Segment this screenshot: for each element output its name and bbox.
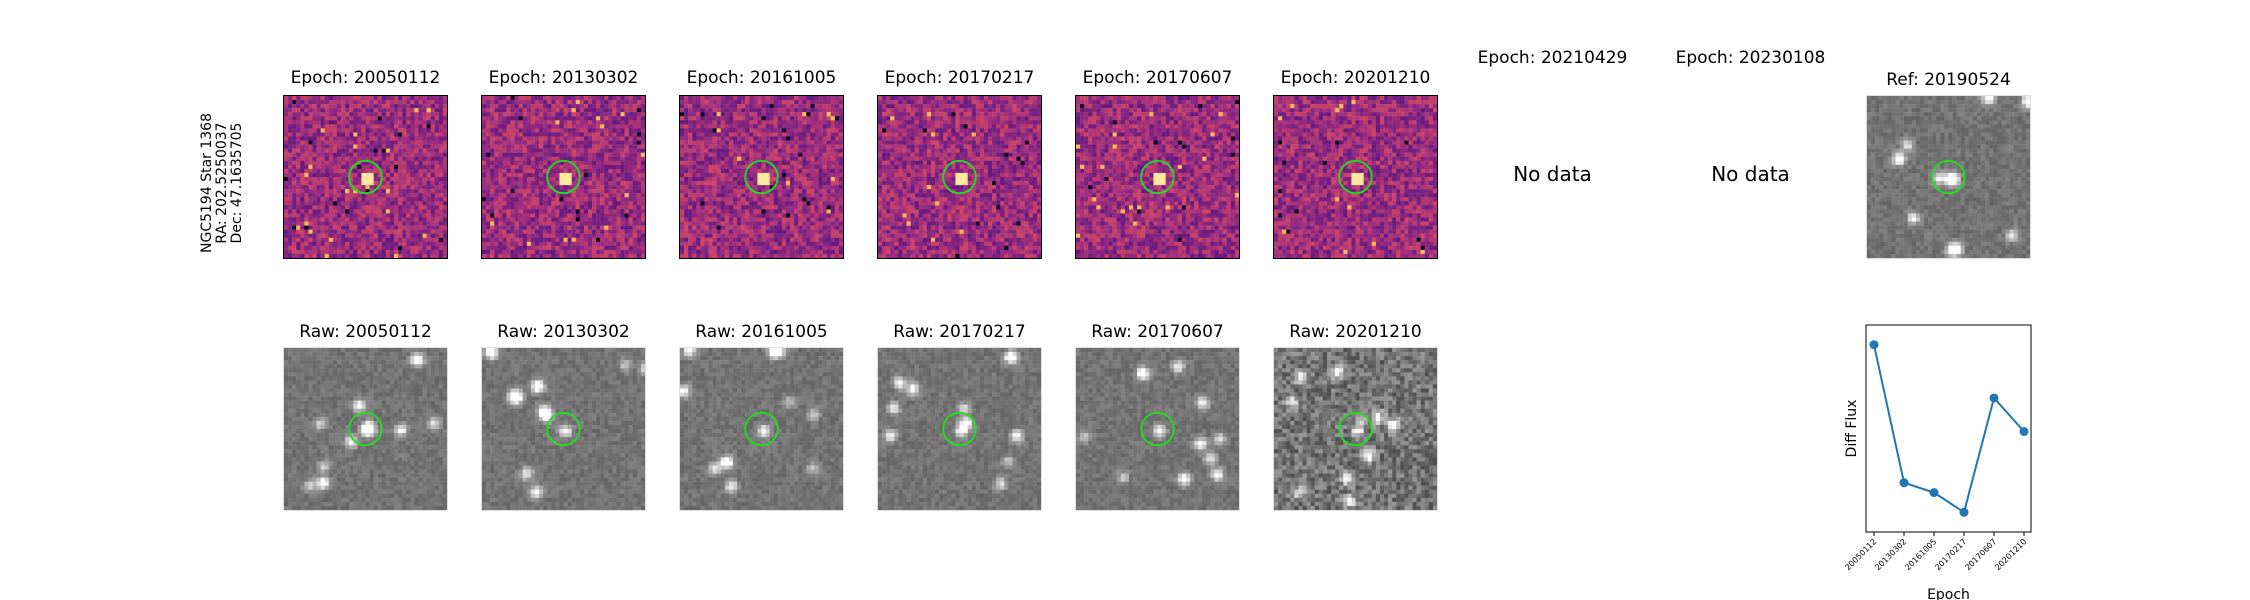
- diff-image-1: [481, 95, 646, 259]
- diff-title-4: Epoch: 20170607: [1075, 68, 1240, 88]
- diff-image-svg: [482, 96, 645, 258]
- target-circle: [1140, 411, 1175, 447]
- diff-title-7: Epoch: 20230108: [1668, 48, 1833, 68]
- x-axis-label: Epoch: [1927, 587, 1970, 600]
- ref-image-svg: [1867, 96, 2030, 258]
- diff-title-2: Epoch: 20161005: [679, 68, 844, 88]
- y-axis-label: Diff Flux: [1844, 400, 1860, 458]
- raw-title-5: Raw: 20201210: [1273, 322, 1438, 342]
- target-circle: [1140, 159, 1175, 195]
- target-circle: [348, 159, 383, 195]
- raw-image-5: [1273, 347, 1438, 511]
- target-circle: [942, 411, 977, 447]
- diff-image-0: [283, 95, 448, 259]
- raw-image-1: [481, 347, 646, 511]
- target-circle: [1931, 159, 1966, 195]
- diff-title-5: Epoch: 20201210: [1273, 68, 1438, 88]
- diff-flux-chart: 2005011220130302201610052017021720170607…: [1843, 324, 2032, 600]
- diff-image-svg: [680, 96, 843, 258]
- target-circle: [942, 159, 977, 195]
- data-point: [1989, 393, 1999, 403]
- no-data-label-7: No data: [1668, 162, 1833, 186]
- diff-image-svg: [878, 96, 1041, 258]
- diff-title-6: Epoch: 20210429: [1470, 48, 1635, 68]
- target-circle: [348, 411, 383, 447]
- ref-image: [1866, 95, 2031, 259]
- raw-image-0: [283, 347, 448, 511]
- target-circle: [1338, 411, 1373, 447]
- raw-image-svg: [482, 348, 645, 510]
- raw-image-svg: [1274, 348, 1437, 510]
- diff-image-svg: [1076, 96, 1239, 258]
- diff-image-4: [1075, 95, 1240, 259]
- raw-title-1: Raw: 20130302: [481, 322, 646, 342]
- data-point: [1929, 488, 1939, 498]
- raw-image-svg: [1076, 348, 1239, 510]
- raw-title-0: Raw: 20050112: [283, 322, 448, 342]
- diff-image-5: [1273, 95, 1438, 259]
- x-tick-label: 20201210: [1993, 537, 2028, 572]
- no-data-label-6: No data: [1470, 162, 1635, 186]
- star-dec: Dec: 47.1635705: [229, 108, 245, 258]
- diff-image-3: [877, 95, 1042, 259]
- data-point: [1899, 478, 1909, 488]
- star-ra: RA: 202.5250037: [214, 108, 230, 258]
- raw-image-4: [1075, 347, 1240, 511]
- plot-frame: [1865, 324, 2032, 533]
- raw-image-svg: [680, 348, 843, 510]
- ref-title: Ref: 20190524: [1866, 70, 2031, 90]
- target-circle: [744, 159, 779, 195]
- raw-title-2: Raw: 20161005: [679, 322, 844, 342]
- diff-title-0: Epoch: 20050112: [283, 68, 448, 88]
- star-name: NGC5194 Star 1368: [199, 108, 215, 258]
- diff-image-svg: [284, 96, 447, 258]
- data-point: [1869, 340, 1879, 350]
- raw-title-4: Raw: 20170607: [1075, 322, 1240, 342]
- raw-image-2: [679, 347, 844, 511]
- diff-title-3: Epoch: 20170217: [877, 68, 1042, 88]
- target-circle: [744, 411, 779, 447]
- star-info-label: NGC5194 Star 1368 RA: 202.5250037 Dec: 4…: [199, 108, 245, 258]
- raw-image-3: [877, 347, 1042, 511]
- diff-title-1: Epoch: 20130302: [481, 68, 646, 88]
- raw-title-3: Raw: 20170217: [877, 322, 1042, 342]
- target-circle: [1338, 159, 1373, 195]
- raw-image-svg: [284, 348, 447, 510]
- series-line: [1873, 344, 2025, 514]
- data-point: [2019, 426, 2029, 436]
- data-point: [1959, 507, 1969, 517]
- diff-image-svg: [1274, 96, 1437, 258]
- target-circle: [546, 159, 581, 195]
- diff-image-2: [679, 95, 844, 259]
- target-circle: [546, 411, 581, 447]
- raw-image-svg: [878, 348, 1041, 510]
